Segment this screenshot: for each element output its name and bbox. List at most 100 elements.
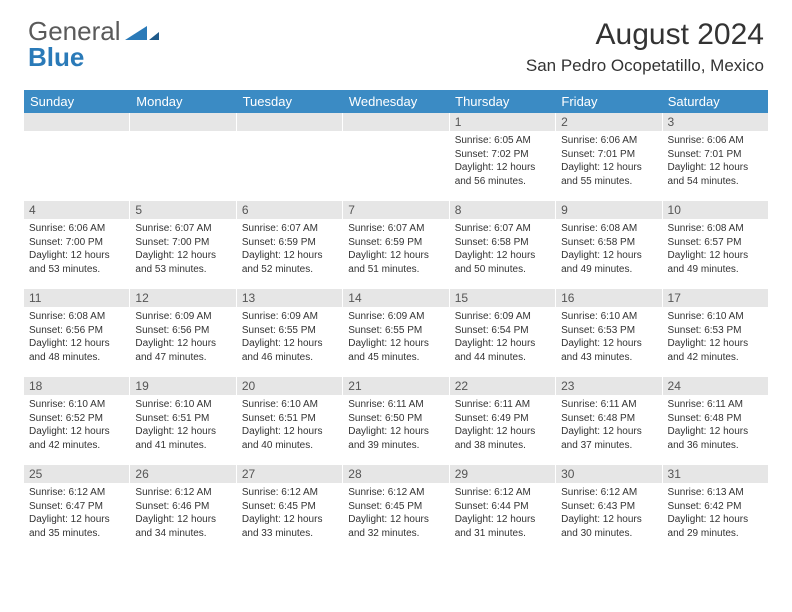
day-body: Sunrise: 6:10 AMSunset: 6:51 PMDaylight:… — [130, 395, 235, 457]
brand-icon — [125, 22, 159, 48]
day-body: Sunrise: 6:06 AMSunset: 7:01 PMDaylight:… — [556, 131, 661, 193]
day-cell — [343, 113, 449, 201]
day-number: 8 — [450, 201, 555, 219]
week-row: 11Sunrise: 6:08 AMSunset: 6:56 PMDayligh… — [24, 289, 768, 377]
location: San Pedro Ocopetatillo, Mexico — [526, 56, 764, 76]
day-body: Sunrise: 6:08 AMSunset: 6:57 PMDaylight:… — [663, 219, 768, 281]
dow-cell: Thursday — [449, 90, 555, 113]
day-number: 29 — [450, 465, 555, 483]
day-number: 28 — [343, 465, 448, 483]
day-cell: 10Sunrise: 6:08 AMSunset: 6:57 PMDayligh… — [663, 201, 768, 289]
day-body: Sunrise: 6:11 AMSunset: 6:48 PMDaylight:… — [663, 395, 768, 457]
day-cell: 31Sunrise: 6:13 AMSunset: 6:42 PMDayligh… — [663, 465, 768, 553]
day-number: 5 — [130, 201, 235, 219]
dow-cell: Tuesday — [237, 90, 343, 113]
day-cell — [237, 113, 343, 201]
dow-cell: Saturday — [662, 90, 768, 113]
day-number-empty — [130, 113, 235, 131]
day-body: Sunrise: 6:11 AMSunset: 6:50 PMDaylight:… — [343, 395, 448, 457]
day-cell: 2Sunrise: 6:06 AMSunset: 7:01 PMDaylight… — [556, 113, 662, 201]
day-number: 14 — [343, 289, 448, 307]
day-number: 20 — [237, 377, 342, 395]
day-cell: 15Sunrise: 6:09 AMSunset: 6:54 PMDayligh… — [450, 289, 556, 377]
day-number: 6 — [237, 201, 342, 219]
week-row: 1Sunrise: 6:05 AMSunset: 7:02 PMDaylight… — [24, 113, 768, 201]
day-cell: 14Sunrise: 6:09 AMSunset: 6:55 PMDayligh… — [343, 289, 449, 377]
day-cell: 24Sunrise: 6:11 AMSunset: 6:48 PMDayligh… — [663, 377, 768, 465]
dow-cell: Friday — [555, 90, 661, 113]
day-number: 1 — [450, 113, 555, 131]
day-of-week-row: SundayMondayTuesdayWednesdayThursdayFrid… — [24, 90, 768, 113]
day-cell: 5Sunrise: 6:07 AMSunset: 7:00 PMDaylight… — [130, 201, 236, 289]
day-cell: 18Sunrise: 6:10 AMSunset: 6:52 PMDayligh… — [24, 377, 130, 465]
day-number: 26 — [130, 465, 235, 483]
day-cell: 20Sunrise: 6:10 AMSunset: 6:51 PMDayligh… — [237, 377, 343, 465]
day-number: 19 — [130, 377, 235, 395]
title-block: August 2024 San Pedro Ocopetatillo, Mexi… — [526, 18, 764, 76]
weeks-container: 1Sunrise: 6:05 AMSunset: 7:02 PMDaylight… — [24, 113, 768, 553]
day-number: 25 — [24, 465, 129, 483]
day-body: Sunrise: 6:11 AMSunset: 6:49 PMDaylight:… — [450, 395, 555, 457]
calendar: SundayMondayTuesdayWednesdayThursdayFrid… — [24, 90, 768, 553]
day-cell: 6Sunrise: 6:07 AMSunset: 6:59 PMDaylight… — [237, 201, 343, 289]
dow-cell: Sunday — [24, 90, 130, 113]
day-body: Sunrise: 6:08 AMSunset: 6:56 PMDaylight:… — [24, 307, 129, 369]
day-cell: 23Sunrise: 6:11 AMSunset: 6:48 PMDayligh… — [556, 377, 662, 465]
day-cell: 9Sunrise: 6:08 AMSunset: 6:58 PMDaylight… — [556, 201, 662, 289]
day-body: Sunrise: 6:07 AMSunset: 6:58 PMDaylight:… — [450, 219, 555, 281]
day-number: 16 — [556, 289, 661, 307]
day-cell: 22Sunrise: 6:11 AMSunset: 6:49 PMDayligh… — [450, 377, 556, 465]
day-number: 22 — [450, 377, 555, 395]
header: General Blue August 2024 San Pedro Ocope… — [0, 0, 792, 84]
day-number: 21 — [343, 377, 448, 395]
day-cell: 26Sunrise: 6:12 AMSunset: 6:46 PMDayligh… — [130, 465, 236, 553]
day-cell: 29Sunrise: 6:12 AMSunset: 6:44 PMDayligh… — [450, 465, 556, 553]
day-body: Sunrise: 6:09 AMSunset: 6:54 PMDaylight:… — [450, 307, 555, 369]
day-cell: 1Sunrise: 6:05 AMSunset: 7:02 PMDaylight… — [450, 113, 556, 201]
day-body: Sunrise: 6:12 AMSunset: 6:44 PMDaylight:… — [450, 483, 555, 545]
day-cell: 3Sunrise: 6:06 AMSunset: 7:01 PMDaylight… — [663, 113, 768, 201]
day-number: 24 — [663, 377, 768, 395]
day-body: Sunrise: 6:06 AMSunset: 7:00 PMDaylight:… — [24, 219, 129, 281]
day-body: Sunrise: 6:13 AMSunset: 6:42 PMDaylight:… — [663, 483, 768, 545]
day-number-empty — [237, 113, 342, 131]
day-cell: 4Sunrise: 6:06 AMSunset: 7:00 PMDaylight… — [24, 201, 130, 289]
day-body: Sunrise: 6:06 AMSunset: 7:01 PMDaylight:… — [663, 131, 768, 193]
day-number: 30 — [556, 465, 661, 483]
day-body: Sunrise: 6:12 AMSunset: 6:47 PMDaylight:… — [24, 483, 129, 545]
day-body: Sunrise: 6:12 AMSunset: 6:45 PMDaylight:… — [343, 483, 448, 545]
day-cell: 17Sunrise: 6:10 AMSunset: 6:53 PMDayligh… — [663, 289, 768, 377]
day-body: Sunrise: 6:09 AMSunset: 6:55 PMDaylight:… — [237, 307, 342, 369]
day-cell — [130, 113, 236, 201]
day-number: 27 — [237, 465, 342, 483]
day-number: 17 — [663, 289, 768, 307]
day-number: 13 — [237, 289, 342, 307]
day-body: Sunrise: 6:09 AMSunset: 6:56 PMDaylight:… — [130, 307, 235, 369]
week-row: 18Sunrise: 6:10 AMSunset: 6:52 PMDayligh… — [24, 377, 768, 465]
day-number: 18 — [24, 377, 129, 395]
day-cell: 16Sunrise: 6:10 AMSunset: 6:53 PMDayligh… — [556, 289, 662, 377]
day-cell: 8Sunrise: 6:07 AMSunset: 6:58 PMDaylight… — [450, 201, 556, 289]
day-body: Sunrise: 6:10 AMSunset: 6:52 PMDaylight:… — [24, 395, 129, 457]
day-number: 3 — [663, 113, 768, 131]
day-cell: 21Sunrise: 6:11 AMSunset: 6:50 PMDayligh… — [343, 377, 449, 465]
day-cell: 13Sunrise: 6:09 AMSunset: 6:55 PMDayligh… — [237, 289, 343, 377]
day-body: Sunrise: 6:10 AMSunset: 6:53 PMDaylight:… — [663, 307, 768, 369]
day-body: Sunrise: 6:10 AMSunset: 6:51 PMDaylight:… — [237, 395, 342, 457]
day-body: Sunrise: 6:07 AMSunset: 6:59 PMDaylight:… — [343, 219, 448, 281]
day-number: 7 — [343, 201, 448, 219]
day-cell — [24, 113, 130, 201]
day-body: Sunrise: 6:08 AMSunset: 6:58 PMDaylight:… — [556, 219, 661, 281]
week-row: 4Sunrise: 6:06 AMSunset: 7:00 PMDaylight… — [24, 201, 768, 289]
day-cell: 19Sunrise: 6:10 AMSunset: 6:51 PMDayligh… — [130, 377, 236, 465]
day-body: Sunrise: 6:09 AMSunset: 6:55 PMDaylight:… — [343, 307, 448, 369]
day-number-empty — [343, 113, 448, 131]
brand-text: General Blue — [28, 18, 121, 70]
day-cell: 30Sunrise: 6:12 AMSunset: 6:43 PMDayligh… — [556, 465, 662, 553]
day-cell: 27Sunrise: 6:12 AMSunset: 6:45 PMDayligh… — [237, 465, 343, 553]
day-body: Sunrise: 6:05 AMSunset: 7:02 PMDaylight:… — [450, 131, 555, 193]
day-body: Sunrise: 6:12 AMSunset: 6:45 PMDaylight:… — [237, 483, 342, 545]
day-number: 31 — [663, 465, 768, 483]
day-body: Sunrise: 6:07 AMSunset: 6:59 PMDaylight:… — [237, 219, 342, 281]
day-number: 10 — [663, 201, 768, 219]
